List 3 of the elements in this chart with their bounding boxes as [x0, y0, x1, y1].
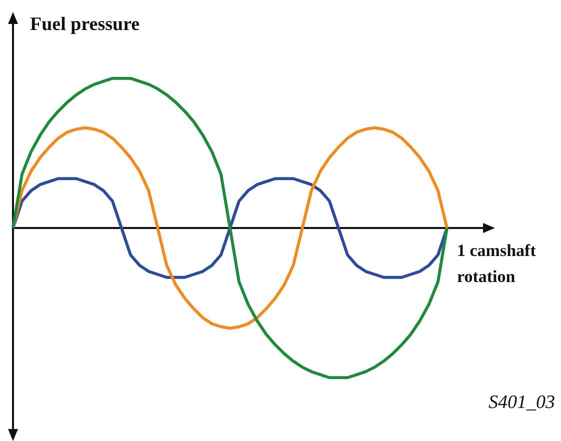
- y-axis-title: Fuel pressure: [30, 14, 140, 36]
- x-axis-title: 1 camshaft rotation: [457, 240, 537, 288]
- text: S401_03: [488, 392, 555, 414]
